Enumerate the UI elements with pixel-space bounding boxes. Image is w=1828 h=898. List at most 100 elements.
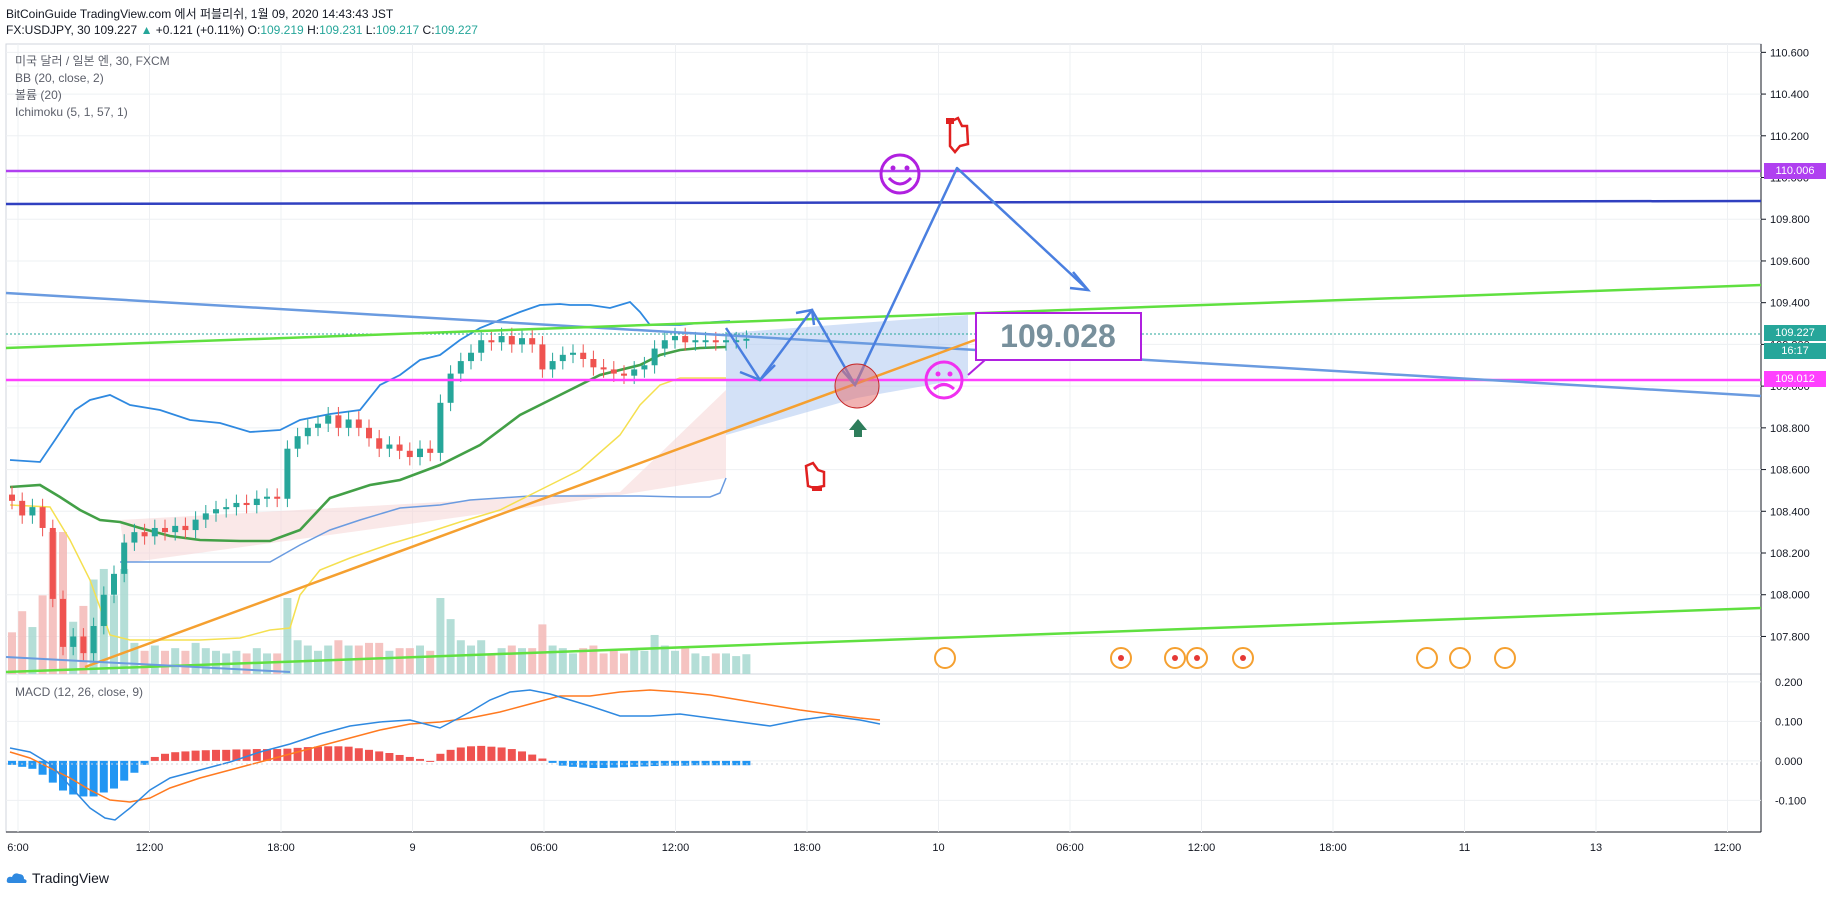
macd-hist-bar (528, 754, 537, 761)
up-arrow-icon[interactable] (849, 419, 867, 437)
indicator-legend: 미국 달러 / 일본 엔, 30, FXCM BB (20, close, 2)… (15, 53, 170, 121)
time-tick-label: 10 (932, 842, 944, 854)
high-value: 109.231 (319, 23, 363, 37)
time-axis-labels: 6:00 12:00 18:00 9 06:00 12:00 18:00 10 06:00 12:… (7, 842, 1741, 854)
candle-body (539, 344, 546, 370)
reversal-circle-marker[interactable] (834, 363, 880, 409)
time-tick-label: 9 (409, 842, 415, 854)
candle-body (9, 494, 15, 501)
candle-body (294, 436, 301, 449)
macd-hist-bar (150, 756, 159, 761)
macd-hist-bar (181, 751, 190, 761)
macd-tick-label: -0.100 (1775, 795, 1806, 807)
time-tick-label: 12:00 (1714, 842, 1742, 854)
macd-tick-label: 0.100 (1775, 716, 1803, 728)
macd-hist-bar (518, 751, 526, 761)
close-label: C: (422, 23, 435, 37)
price-tick-label: 110.200 (1770, 131, 1809, 143)
volume-bar (18, 611, 27, 674)
volume-bar (283, 598, 292, 674)
macd-hist-bar (691, 760, 700, 766)
macd-tick-label: 0.200 (1775, 677, 1803, 689)
macd-histogram (8, 745, 751, 797)
descending-trendline[interactable] (5, 291, 1762, 398)
cloud-icon (6, 873, 27, 883)
candle-body (712, 340, 719, 343)
candle-body (590, 359, 597, 368)
candle-body (233, 502, 240, 508)
volume-bar (558, 648, 567, 674)
macd-hist-bar (558, 760, 567, 766)
navy-level-line[interactable] (5, 199, 1762, 206)
legend-ichimoku: Ichimoku (5, 1, 57, 1) (15, 105, 128, 119)
macd-hist-bar (416, 758, 424, 761)
macd-hist-bar (660, 760, 669, 766)
price-tick-label: 110.400 (1770, 89, 1809, 101)
macd-hist-bar (742, 760, 751, 766)
volume-bar (314, 650, 322, 674)
lower-green-channel[interactable] (5, 606, 1762, 674)
macd-hist-bar (242, 749, 251, 761)
price-tag-110006: 110.006 (1764, 163, 1826, 179)
legend-bb: BB (20, close, 2) (15, 71, 104, 85)
pointing-hand-icon-lower[interactable] (804, 461, 826, 491)
legend-macd: MACD (12, 26, close, 9) (15, 685, 144, 699)
publisher-line: BitCoinGuide TradingView.com 에서 퍼블리쉬, 1월… (6, 7, 394, 21)
pointing-hand-icon[interactable] (946, 116, 970, 154)
candle-body (610, 369, 617, 374)
tradingview-logo[interactable]: TradingView (6, 870, 109, 886)
candle-body (631, 369, 638, 376)
volume-bar (711, 653, 720, 674)
candle-body (570, 352, 576, 355)
candle-body (315, 423, 321, 428)
high-label: H: (307, 23, 320, 37)
candle-body (70, 636, 77, 647)
time-tick-label: 06:00 (530, 842, 558, 854)
volume-bar (293, 640, 302, 674)
last-price: 109.227 (93, 23, 138, 37)
volume-bar (630, 648, 639, 674)
orange-trendline[interactable] (84, 338, 976, 669)
macd-hist-bar (467, 746, 475, 761)
macd-signal-line (9, 689, 881, 803)
close-value: 109.227 (434, 23, 478, 37)
bb-upper-line (9, 300, 731, 463)
price-tag-109012: 109.012 (1764, 371, 1826, 387)
candle-body (702, 340, 709, 343)
open-value: 109.219 (260, 23, 304, 37)
candlesticks (9, 327, 750, 662)
ohlc-line: FX:USDJPY, 30 109.227 ▲ +0.121 (+0.11%) … (6, 22, 478, 38)
candle-body (651, 348, 658, 366)
price-tick-label: 109.600 (1770, 256, 1810, 268)
legend-title: 미국 달러 / 일본 엔, 30, FXCM (15, 54, 170, 68)
smiley-icon[interactable] (879, 153, 921, 195)
event-icons[interactable] (934, 647, 1516, 669)
macd-tick-label: 0.000 (1775, 756, 1803, 768)
candle-body (223, 507, 230, 510)
projection-path[interactable] (724, 166, 1089, 387)
change-value: +0.121 (+0.11%) (155, 23, 245, 37)
upper-green-channel[interactable] (5, 283, 1762, 350)
volume-bar (395, 648, 404, 674)
lower-left-trendline[interactable] (5, 656, 291, 673)
price-target-callout[interactable]: 109.028 (967, 312, 1142, 376)
macd-axis-labels: -0.100 0.000 0.100 0.200 (1775, 677, 1806, 808)
time-tick-label: 18:00 (267, 842, 295, 854)
candle-body (355, 419, 362, 428)
macd-hist-bar (609, 760, 618, 768)
volume-bar (436, 598, 445, 674)
volume-bar (528, 648, 537, 674)
volume-bar (599, 653, 608, 674)
macd-hist-bar (232, 749, 241, 761)
volume-bar (191, 642, 200, 674)
candle-body (192, 519, 199, 531)
volume-bar (742, 654, 751, 674)
time-tick-label: 18:00 (1319, 842, 1347, 854)
candle-body (80, 636, 87, 654)
sad-face-icon[interactable] (924, 360, 964, 400)
volume-bar (8, 632, 16, 674)
candle-body (447, 373, 454, 403)
volume-bar (181, 650, 190, 674)
macd-hist-bar (681, 760, 690, 766)
